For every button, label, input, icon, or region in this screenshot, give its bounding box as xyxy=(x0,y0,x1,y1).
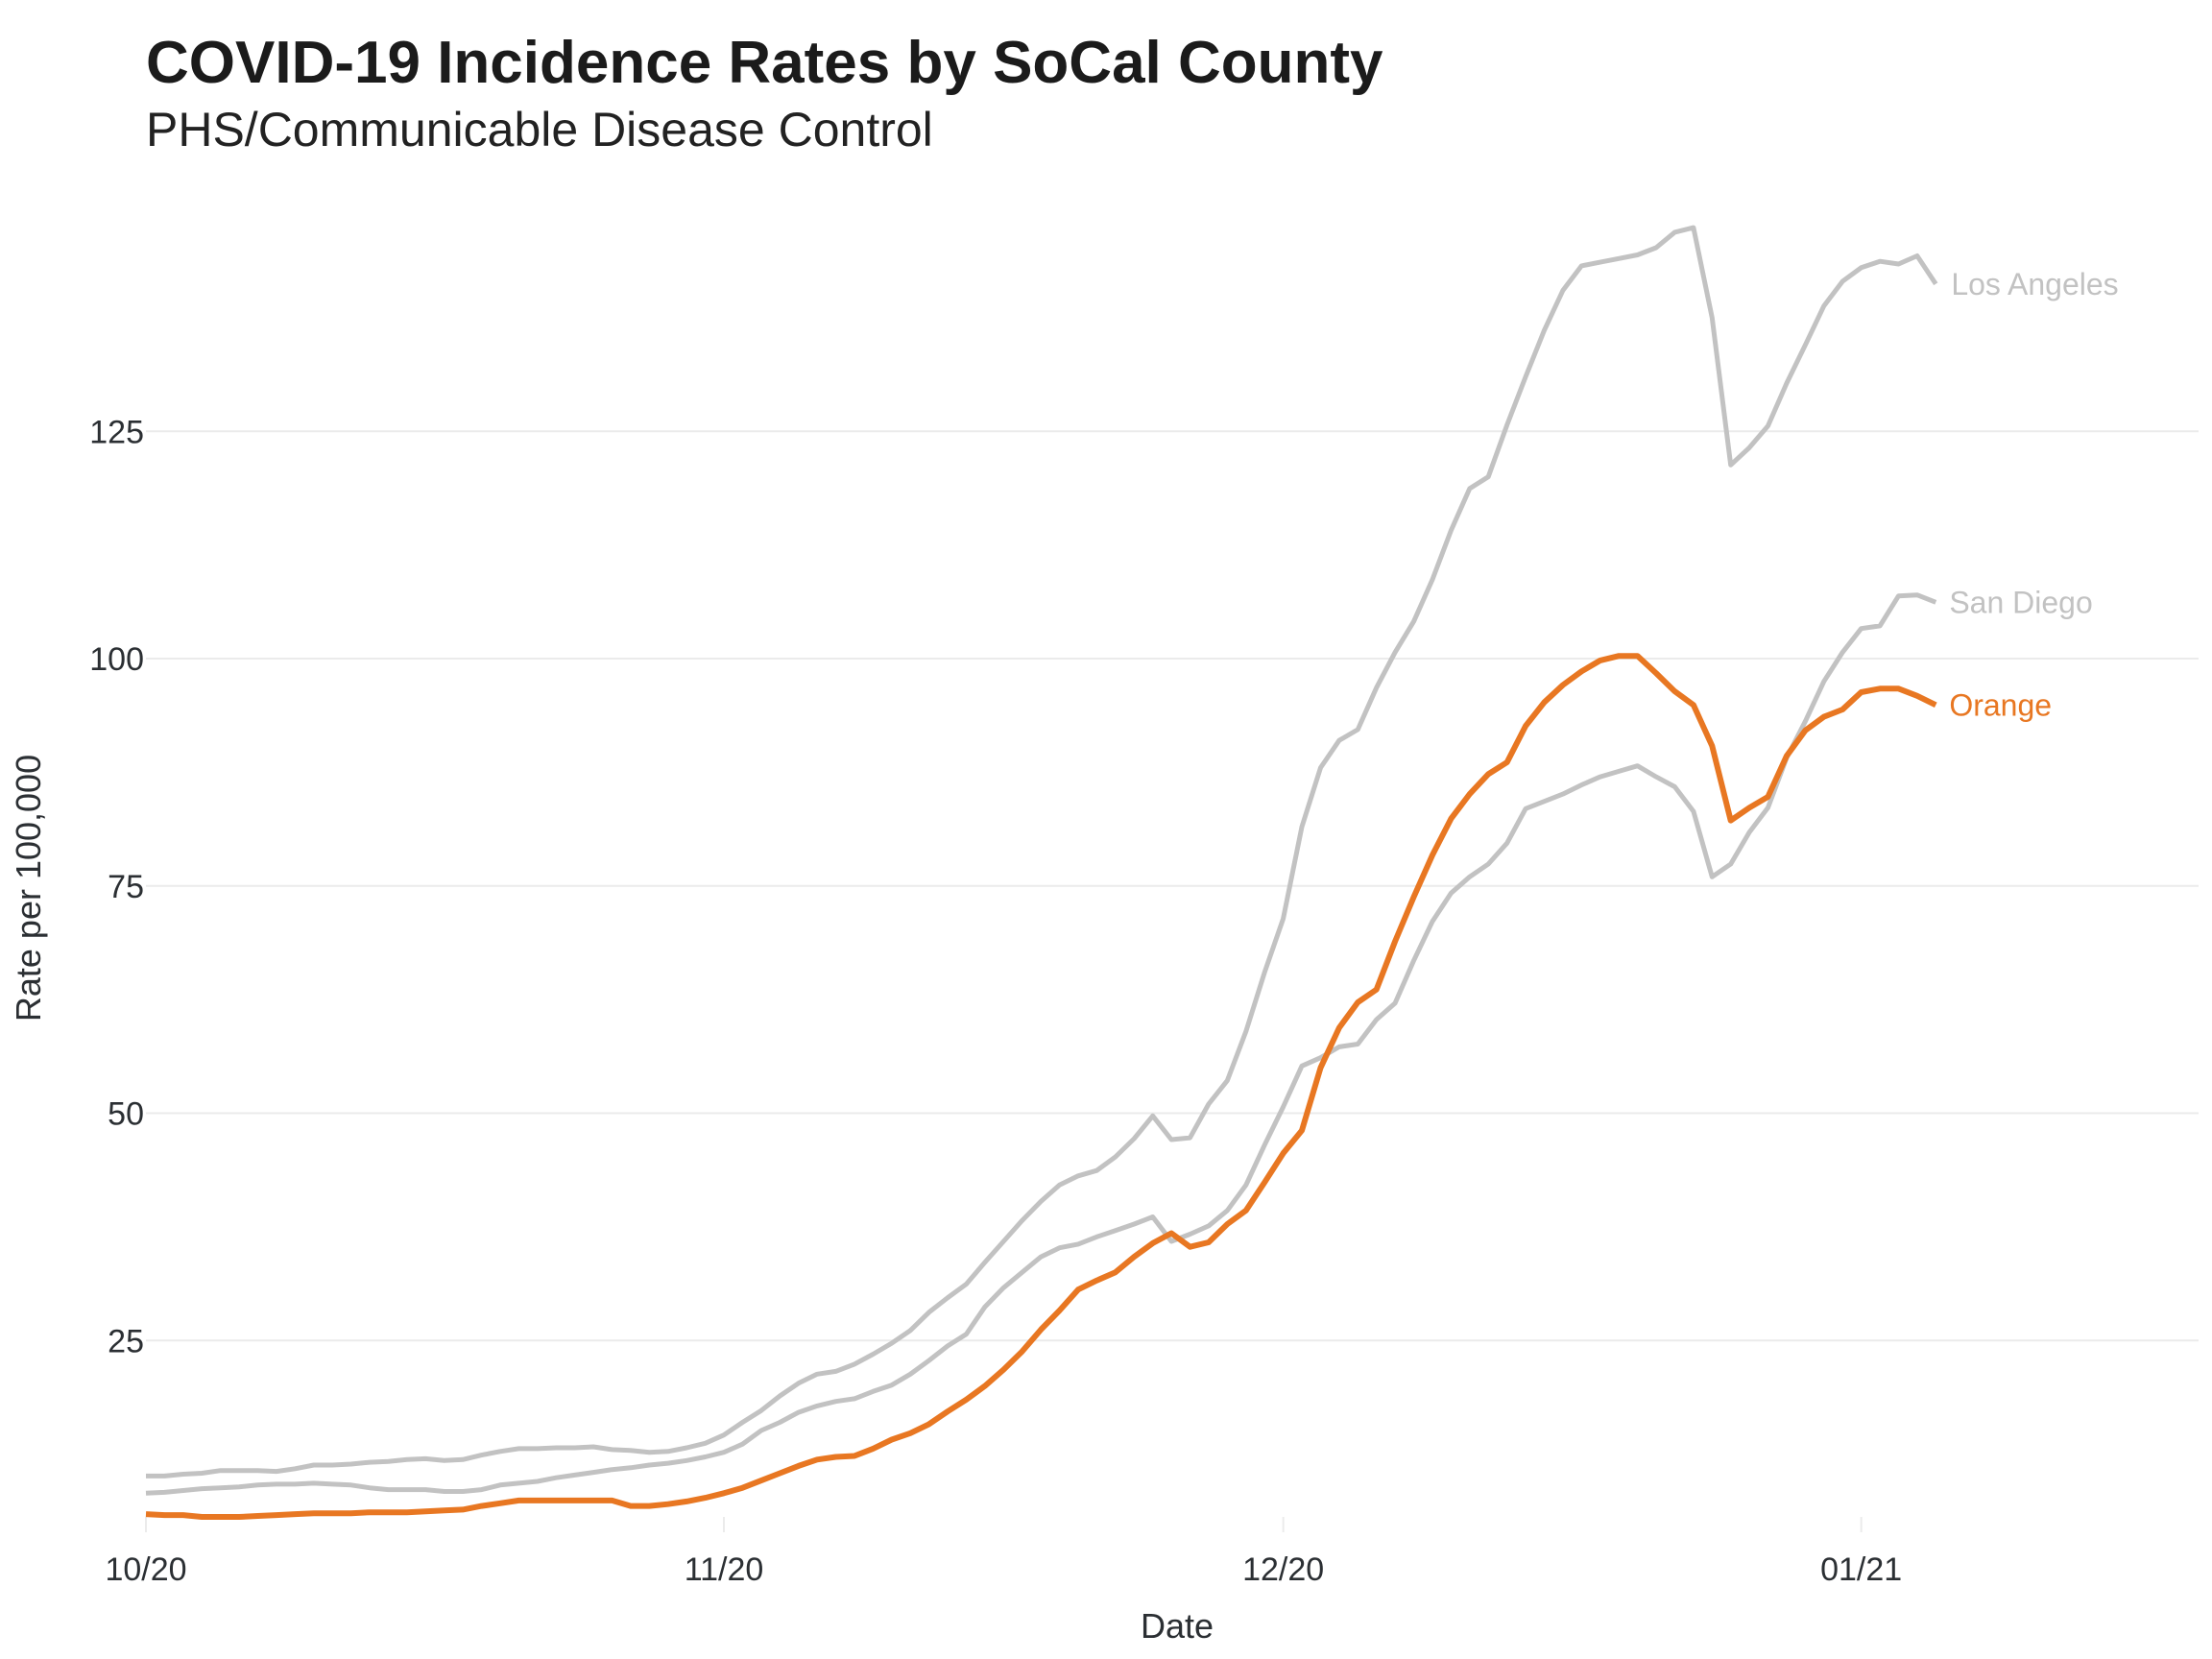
series-line-orange xyxy=(145,653,1937,1520)
y-axis-ticks: 25 50 75 100 125 xyxy=(89,414,144,1359)
series-line-san-diego xyxy=(145,592,1937,1496)
x-tick-label: 11/20 xyxy=(685,1551,764,1588)
x-tick-label: 01/21 xyxy=(1820,1551,1902,1588)
series-label-los-angeles: Los Angeles xyxy=(1951,267,2118,301)
series-label-san-diego: San Diego xyxy=(1949,585,2092,619)
y-tick-label: 75 xyxy=(108,869,144,905)
series-lines xyxy=(145,225,1938,1520)
y-axis-title: Rate per 100,000 xyxy=(9,755,48,1022)
y-tick-label: 100 xyxy=(89,641,144,678)
chart-title: COVID-19 Incidence Rates by SoCal County xyxy=(146,30,1383,96)
series-end-labels: Los Angeles San Diego Orange xyxy=(1949,267,2118,722)
series-line-los-angeles xyxy=(146,225,1938,1479)
x-axis-title: Date xyxy=(1141,1606,1214,1646)
chart-subtitle: PHS/Communicable Disease Control xyxy=(146,103,933,156)
y-tick-label: 25 xyxy=(108,1323,144,1359)
x-axis-ticks: 10/20 11/20 12/20 01/21 xyxy=(105,1551,1902,1588)
series-label-orange: Orange xyxy=(1949,687,2052,722)
gridlines xyxy=(145,430,2199,1532)
x-tick-label: 12/20 xyxy=(1242,1551,1324,1588)
y-tick-label: 125 xyxy=(89,414,144,450)
y-tick-label: 50 xyxy=(108,1096,144,1133)
x-tick-label: 10/20 xyxy=(105,1551,186,1588)
